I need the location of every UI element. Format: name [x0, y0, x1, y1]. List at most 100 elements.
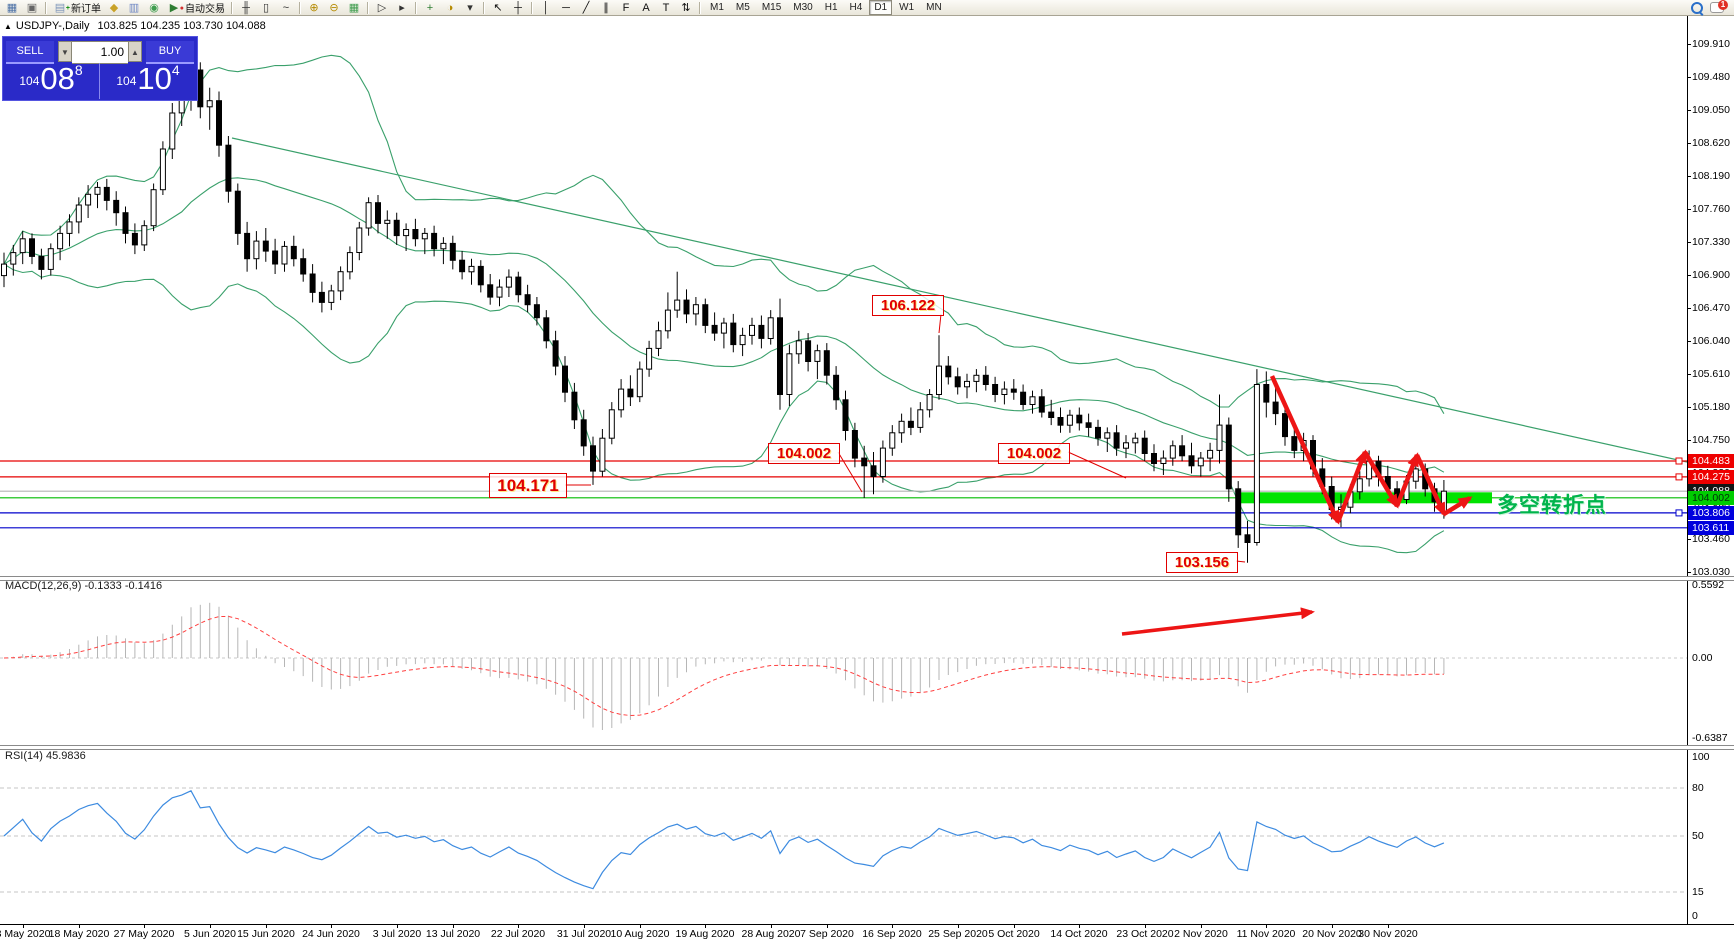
date-axis-label: 11 Nov 2020: [1236, 928, 1296, 940]
periods-icon[interactable]: ◑: [446, 1, 454, 14]
line-handle: [1675, 457, 1683, 465]
timeframe-button-w1[interactable]: W1: [899, 2, 915, 13]
price-annotation[interactable]: 103.156: [1166, 552, 1238, 573]
toolbar-separator: [415, 1, 417, 14]
toolbar-separator: [231, 1, 233, 14]
add-indicator-icon[interactable]: +: [426, 1, 434, 14]
rsi-line: [3, 790, 1445, 890]
tile-windows-icon[interactable]: ▦: [348, 1, 360, 14]
timeframe-button-h1[interactable]: H1: [824, 2, 838, 13]
date-axis-label: 28 Aug 2020: [741, 928, 801, 940]
timeframe-button-m15[interactable]: M15: [761, 2, 782, 13]
pivot-annotation-text: 多空转折点: [1497, 494, 1607, 517]
autotrading-label: 自动交易: [185, 4, 225, 15]
price-axis-tick: 104.750: [1687, 434, 1734, 446]
price-annotation[interactable]: 104.171: [489, 473, 567, 498]
styler-icon[interactable]: ◆: [109, 1, 119, 14]
timeframe-button-m30[interactable]: M30: [793, 2, 813, 13]
descending-trendline: [231, 137, 1687, 463]
date-axis-label: 3 Jul 2020: [372, 928, 422, 940]
trendline-icon[interactable]: ╱: [582, 1, 590, 14]
date-axis-label: 31 Jul 2020: [556, 928, 612, 940]
timeframe-button-h4[interactable]: H4: [849, 2, 863, 13]
zoom-in-icon[interactable]: ⊕: [309, 1, 319, 14]
bar-chart-icon[interactable]: ╫: [242, 1, 250, 14]
date-axis-separator: [0, 924, 1734, 925]
price-axis-tick: 107.760: [1687, 203, 1734, 215]
zoom-out-icon[interactable]: ⊖: [329, 1, 339, 14]
date-axis-label: 30 Nov 2020: [1358, 928, 1418, 940]
volume-stepper: ▼ 1.00 ▲: [58, 41, 142, 64]
price-axis-tick: 109.050: [1687, 104, 1734, 116]
toolbar-separator: [299, 1, 301, 14]
candlestick-chart-icon[interactable]: ▯: [262, 1, 270, 14]
volume-decrease-button[interactable]: ▼: [58, 41, 72, 62]
date-axis-tick: [892, 924, 893, 928]
date-axis-label: 27 May 2020: [113, 928, 175, 940]
search-icon[interactable]: [1688, 0, 1706, 16]
chart-window-icon[interactable]: ▦: [6, 1, 18, 14]
macd-axis-label: 0.00: [1692, 652, 1713, 664]
timeframe-button-m5[interactable]: M5: [735, 2, 750, 13]
line-chart-icon[interactable]: ~: [282, 1, 290, 14]
cursor-icon[interactable]: ↖: [493, 1, 503, 14]
chat-icon[interactable]: 1: [1708, 0, 1728, 16]
date-axis-label: 15 Jun 2020: [237, 928, 295, 940]
price-axis-tick: 107.330: [1687, 236, 1734, 248]
macd-panel-splitter[interactable]: [0, 576, 1734, 581]
line-handle: [1675, 473, 1683, 481]
resistance-price-label: 104.275: [1688, 470, 1734, 484]
date-axis-tick: [331, 924, 332, 928]
buy-button[interactable]: BUY: [146, 41, 194, 64]
main-toolbar: ▦ ▣ ▤ + 新订单 ◆ ▥ ◉ ▶ ● 自动交易 ╫ ▯ ~ ⊕ ⊖ ▦ ▷ ▸ + ◑ ▾ ↖ ┼ │ ─ ╱ ∥ F A T ⇅ M1 M…: [0, 0, 1734, 16]
volume-increase-button[interactable]: ▲: [128, 41, 142, 62]
buy-price[interactable]: 104104: [116, 61, 180, 96]
horizontal-line-icon[interactable]: ─: [562, 1, 570, 14]
date-axis-label: 16 Sep 2020: [862, 928, 922, 940]
date-axis-label: 5 Jun 2020: [184, 928, 236, 940]
data-window-icon[interactable]: ▣: [26, 1, 38, 14]
strategy-tester-icon[interactable]: ▷: [377, 1, 387, 14]
price-axis-tick: 103.030: [1687, 566, 1734, 578]
rsi-panel-splitter[interactable]: [0, 745, 1734, 750]
rsi-panel: [0, 787, 1687, 893]
profiles-icon[interactable]: ▥: [128, 1, 140, 14]
date-axis-tick: [1332, 924, 1333, 928]
date-axis-tick: [1145, 924, 1146, 928]
crosshair-icon[interactable]: ┼: [514, 1, 522, 14]
price-annotation[interactable]: 104.002: [768, 443, 840, 464]
date-axis-tick: [144, 924, 145, 928]
date-axis-label: 2 Nov 2020: [1174, 928, 1228, 940]
timeframe-button-m1[interactable]: M1: [710, 2, 724, 13]
equidistant-channel-icon[interactable]: ∥: [603, 1, 609, 14]
templates-icon[interactable]: ▾: [467, 1, 473, 14]
fibonacci-icon[interactable]: F: [622, 1, 630, 14]
text-label-icon[interactable]: T: [662, 1, 670, 14]
text-icon[interactable]: A: [642, 1, 650, 14]
autotrading-icon[interactable]: ▶ ●: [169, 1, 184, 14]
date-axis-tick: [23, 924, 24, 928]
symbol-period-label: USDJPY-,Daily: [15, 20, 90, 32]
timeframe-button-mn[interactable]: MN: [926, 2, 942, 13]
price-annotation[interactable]: 106.122: [872, 295, 944, 316]
vertical-line-icon[interactable]: │: [542, 1, 550, 14]
pivot-zone-band: [1240, 492, 1492, 504]
sell-button[interactable]: SELL: [6, 41, 54, 64]
signals-icon[interactable]: ◉: [149, 1, 159, 14]
notification-badge: 1: [1718, 0, 1728, 10]
volume-input[interactable]: 1.00: [72, 41, 128, 64]
toolbar-separator: [699, 1, 701, 14]
zigzag-arrow: [1394, 452, 1420, 507]
date-axis-tick: [771, 924, 772, 928]
sell-price[interactable]: 104088: [19, 61, 83, 96]
one-click-toggle-icon[interactable]: ▲: [4, 22, 12, 31]
timeframe-button-d1[interactable]: D1: [869, 0, 893, 15]
support-price-label: 103.611: [1688, 521, 1734, 535]
new-order-icon[interactable]: ▤ +: [54, 1, 70, 14]
step-forward-icon[interactable]: ▸: [399, 1, 405, 14]
chart-title: ▲ USDJPY-,Daily 103.825 104.235 103.730 10…: [4, 20, 266, 32]
price-annotation[interactable]: 104.002: [998, 443, 1070, 464]
arrows-icon[interactable]: ⇅: [681, 1, 691, 14]
